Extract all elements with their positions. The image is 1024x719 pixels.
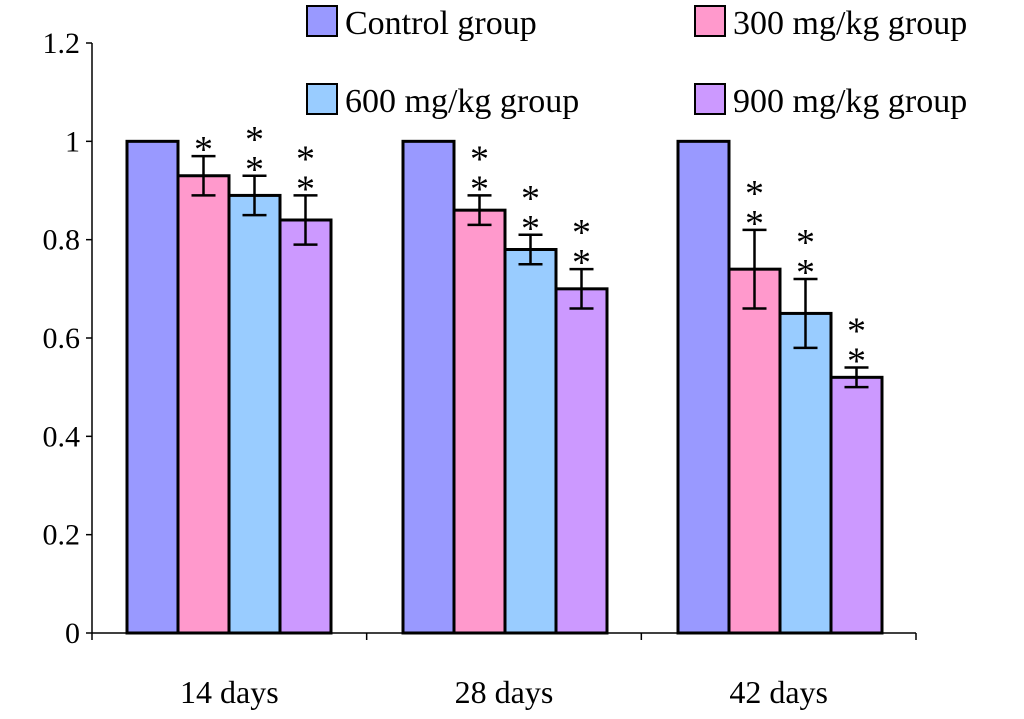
significance-mark: * — [572, 212, 591, 254]
bar — [278, 218, 333, 635]
y-tick-label: 1.2 — [43, 27, 81, 60]
significance-mark: * — [521, 178, 540, 220]
bar — [125, 139, 180, 635]
legend: Control group 300 mg/kg group 600 mg/kg gr… — [306, 5, 967, 120]
significance-mark: * — [847, 311, 866, 353]
legend-swatch — [694, 5, 726, 37]
significance-mark: * — [745, 203, 764, 245]
significance-mark: * — [296, 168, 315, 210]
bar — [727, 267, 782, 635]
y-tick-label: 0.6 — [43, 322, 81, 355]
x-category-label: 14 days — [180, 674, 279, 710]
significance-mark: * — [470, 138, 489, 180]
bar — [676, 139, 731, 635]
y-tick-label: 0.2 — [43, 519, 81, 552]
y-tick-label: 1 — [65, 125, 80, 158]
significance-mark: * — [847, 341, 866, 383]
bar — [554, 287, 609, 635]
significance-mark: * — [796, 252, 815, 294]
bar — [227, 193, 282, 635]
significance-mark: * — [572, 242, 591, 284]
x-category-label: 42 days — [729, 674, 828, 710]
significance-mark: * — [245, 149, 264, 191]
significance-mark: * — [470, 168, 489, 210]
legend-swatch — [306, 5, 338, 37]
significance-mark: * — [194, 129, 213, 171]
significance-mark: * — [745, 173, 764, 215]
legend-label: Control group — [345, 5, 537, 42]
significance-mark: * — [245, 119, 264, 161]
legend-label: 300 mg/kg group — [733, 5, 967, 42]
significance-mark: * — [796, 222, 815, 264]
y-tick-label: 0.8 — [43, 224, 81, 257]
axes-group: 0 0.2 0.4 0.6 0.8 1 1.2 14 days 28 days 42 days — [43, 27, 917, 710]
bar — [778, 311, 833, 635]
y-tick-label: 0 — [65, 617, 80, 650]
legend-swatch — [306, 83, 338, 115]
significance-mark: * — [521, 208, 540, 250]
x-category-label: 28 days — [455, 674, 554, 710]
bar — [401, 139, 456, 635]
bars-group: * ** ****** ******** — [125, 119, 884, 635]
bar — [452, 208, 507, 635]
bar — [176, 174, 231, 635]
bar — [503, 248, 558, 635]
y-tick-label: 0.4 — [43, 420, 81, 453]
legend-swatch — [694, 83, 726, 115]
bar — [829, 375, 884, 635]
significance-mark: * — [296, 138, 315, 180]
legend-label: 900 mg/kg group — [733, 83, 967, 120]
legend-label: 600 mg/kg group — [345, 83, 579, 120]
